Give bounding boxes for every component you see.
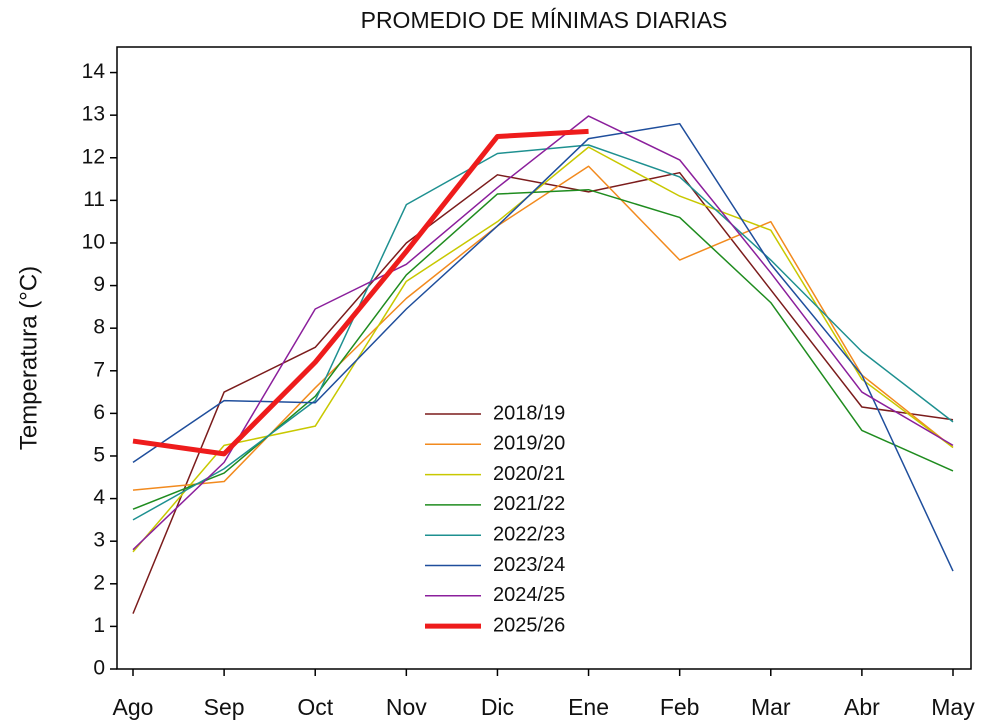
series-line — [132, 115, 954, 551]
chart-title: PROMEDIO DE MÍNIMAS DIARIAS — [361, 7, 728, 33]
legend-label: 2023/24 — [493, 554, 565, 576]
x-tick-label: Sep — [204, 694, 245, 720]
y-tick-label: 12 — [82, 145, 105, 168]
y-tick-label: 6 — [93, 401, 105, 424]
legend-label: 2020/21 — [493, 463, 565, 485]
series-line — [132, 128, 589, 457]
y-tick-label: 11 — [83, 188, 105, 211]
x-tick-label: Oct — [297, 694, 333, 720]
y-tick-label: 3 — [93, 529, 105, 552]
y-tick-label: 2 — [93, 571, 105, 594]
y-tick-label: 7 — [93, 358, 105, 381]
y-tick-label: 13 — [82, 103, 105, 126]
legend-label: 2018/19 — [493, 402, 565, 424]
series-line — [132, 171, 954, 614]
x-tick-label: Ago — [113, 694, 154, 720]
y-tick-label: 1 — [93, 614, 105, 637]
y-tick-label: 5 — [93, 444, 105, 467]
y-tick-label: 0 — [93, 657, 105, 680]
series-line — [132, 146, 954, 553]
legend-label: 2024/25 — [493, 584, 565, 606]
legend-label: 2022/23 — [493, 523, 565, 545]
plot-frame — [116, 46, 972, 670]
x-tick-label: Abr — [844, 694, 880, 720]
y-tick-label: 4 — [93, 486, 105, 509]
x-tick-label: Dic — [481, 694, 514, 720]
y-axis-title: Temperatura (°C) — [15, 266, 42, 450]
series-line — [132, 122, 954, 572]
x-tick-label: Mar — [751, 694, 791, 720]
y-tick-label: 9 — [93, 273, 105, 296]
legend-label: 2021/22 — [493, 493, 565, 515]
x-tick-label: Feb — [660, 694, 700, 720]
x-tick-label: May — [931, 694, 975, 720]
x-tick-label: Nov — [386, 694, 427, 720]
x-tick-label: Ene — [568, 694, 609, 720]
series-line — [132, 144, 954, 521]
y-tick-label: 8 — [93, 316, 105, 339]
y-tick-label: 10 — [82, 231, 105, 254]
legend-label: 2019/20 — [493, 433, 565, 455]
legend-label: 2025/26 — [493, 614, 565, 636]
y-tick-label: 14 — [82, 60, 106, 83]
